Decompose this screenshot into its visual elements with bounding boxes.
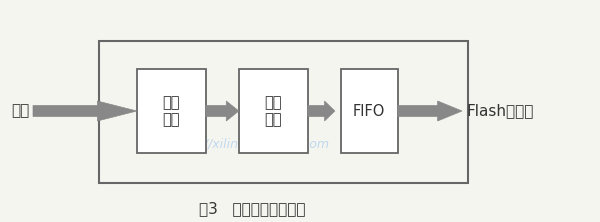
Polygon shape — [398, 101, 462, 121]
Text: 图3   串口接收部分框图: 图3 串口接收部分框图 — [199, 201, 305, 216]
Text: FIFO: FIFO — [353, 103, 385, 119]
Polygon shape — [33, 101, 137, 121]
Polygon shape — [206, 101, 239, 121]
Text: 串口
接收: 串口 接收 — [162, 95, 180, 127]
Bar — [137, 69, 205, 153]
Polygon shape — [308, 101, 335, 121]
Bar — [99, 41, 468, 183]
Text: 缓存
接口: 缓存 接口 — [264, 95, 282, 127]
Text: Flash控制器: Flash控制器 — [467, 103, 534, 119]
Bar — [239, 69, 308, 153]
Bar — [341, 69, 398, 153]
Text: http://xilinx.eetrend.com: http://xilinx.eetrend.com — [175, 138, 329, 151]
Text: 串口: 串口 — [11, 103, 29, 119]
